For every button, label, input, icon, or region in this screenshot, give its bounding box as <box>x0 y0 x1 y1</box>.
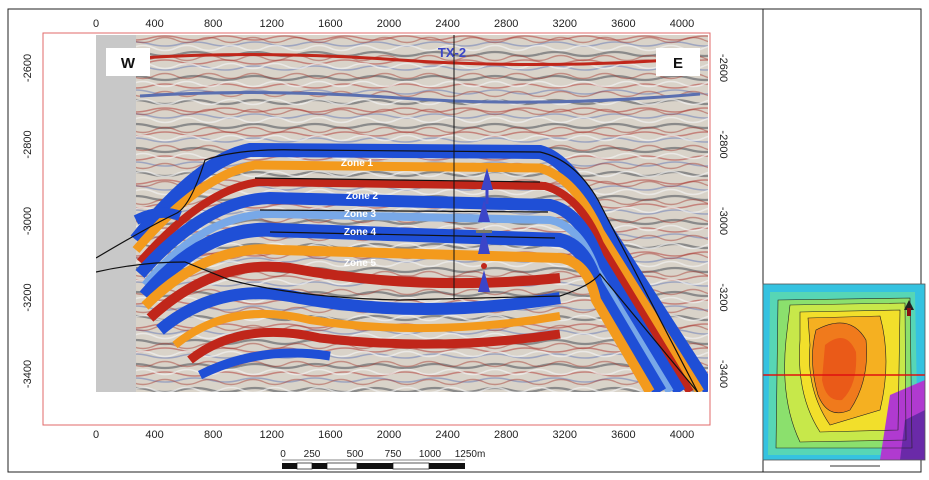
left-axis-tick-label: -3200 <box>22 283 34 311</box>
top-axis-tick-label: 4000 <box>670 18 694 30</box>
scale-bar-label: 1000 <box>419 449 442 460</box>
bottom-axis-tick-label: 2000 <box>377 429 401 441</box>
top-axis-tick-label: 400 <box>145 18 163 30</box>
bottom-axis-tick-label: 3600 <box>611 429 635 441</box>
zone-label: Zone 3 <box>344 209 377 220</box>
zone-label: Zone 1 <box>341 158 374 169</box>
figure-border <box>7 8 922 473</box>
bottom-axis-tick-label: 800 <box>204 429 222 441</box>
bottom-axis-tick-label: 0 <box>93 429 99 441</box>
bottom-axis-tick-label: 2400 <box>435 429 459 441</box>
zone-label: Zone 4 <box>344 227 377 238</box>
left-axis-tick-label: -3000 <box>22 207 34 235</box>
bottom-axis-tick-label: 1600 <box>318 429 342 441</box>
right-axis-tick-label: -2800 <box>717 130 729 158</box>
no-data-strip <box>96 35 136 392</box>
top-axis-tick-label: 800 <box>204 18 222 30</box>
bottom-axis-tick-label: 2800 <box>494 429 518 441</box>
scale-bar: 0 250 500 750 1000 1250m <box>280 449 486 470</box>
bottom-axis-tick-label: 4000 <box>670 429 694 441</box>
bottom-axis-tick-label: 1200 <box>260 429 284 441</box>
plot-frame <box>42 32 711 426</box>
north-arrow-icon <box>904 300 914 310</box>
bottom-axis-tick-label: 400 <box>145 429 163 441</box>
e-label-box: E <box>656 48 700 76</box>
horizon-lines <box>96 149 699 392</box>
bottom-axis: 0 400 800 1200 1600 2000 2400 2800 3200 3600 4000 <box>93 429 694 441</box>
scale-bar-label: 500 <box>347 449 364 460</box>
top-axis-tick-label: 1200 <box>260 18 284 30</box>
top-axis-tick-label: 3200 <box>553 18 577 30</box>
zone-label: Zone 5 <box>344 258 377 269</box>
west-label: W <box>121 55 136 72</box>
w-label-box: W <box>106 48 150 76</box>
right-axis: -2600 -2800 -3000 -3200 -3400 <box>717 54 729 388</box>
left-axis-tick-label: -2600 <box>22 54 34 82</box>
well-name-label: TX-2 <box>438 45 466 60</box>
scale-bar-label: 0 <box>280 449 286 460</box>
east-label: E <box>673 55 683 72</box>
top-axis-tick-label: 3600 <box>611 18 635 30</box>
left-axis-tick-label: -3400 <box>22 360 34 388</box>
left-axis: -2600 -2800 -3000 -3200 -3400 <box>22 54 34 388</box>
well-label: TX-2 <box>438 45 466 60</box>
top-axis-tick-label: 2400 <box>435 18 459 30</box>
zone-label: Zone 2 <box>346 191 379 202</box>
well-test-arrows <box>476 168 493 292</box>
scale-bar-label: 1250m <box>455 449 486 460</box>
scale-bar-label: 750 <box>385 449 402 460</box>
top-axis-tick-label: 2800 <box>494 18 518 30</box>
right-axis-tick-label: -3400 <box>717 360 729 388</box>
right-axis-tick-label: -3200 <box>717 283 729 311</box>
top-axis-tick-label: 2000 <box>377 18 401 30</box>
structure-map-inset <box>762 283 926 467</box>
bottom-axis-tick-label: 3200 <box>553 429 577 441</box>
left-axis-tick-label: -2800 <box>22 130 34 158</box>
scale-bar-label: 250 <box>304 449 321 460</box>
top-axis-tick-label: 1600 <box>318 18 342 30</box>
zone-labels: Zone 1 Zone 2 Zone 3 Zone 4 Zone 5 <box>341 158 379 269</box>
right-axis-tick-label: -2600 <box>717 54 729 82</box>
seismic-section <box>96 35 708 392</box>
top-axis-tick-label: 0 <box>93 18 99 30</box>
right-axis-tick-label: -3000 <box>717 207 729 235</box>
top-axis: 0 400 800 1200 1600 2000 2400 2800 3200 3600 4000 <box>93 18 694 30</box>
